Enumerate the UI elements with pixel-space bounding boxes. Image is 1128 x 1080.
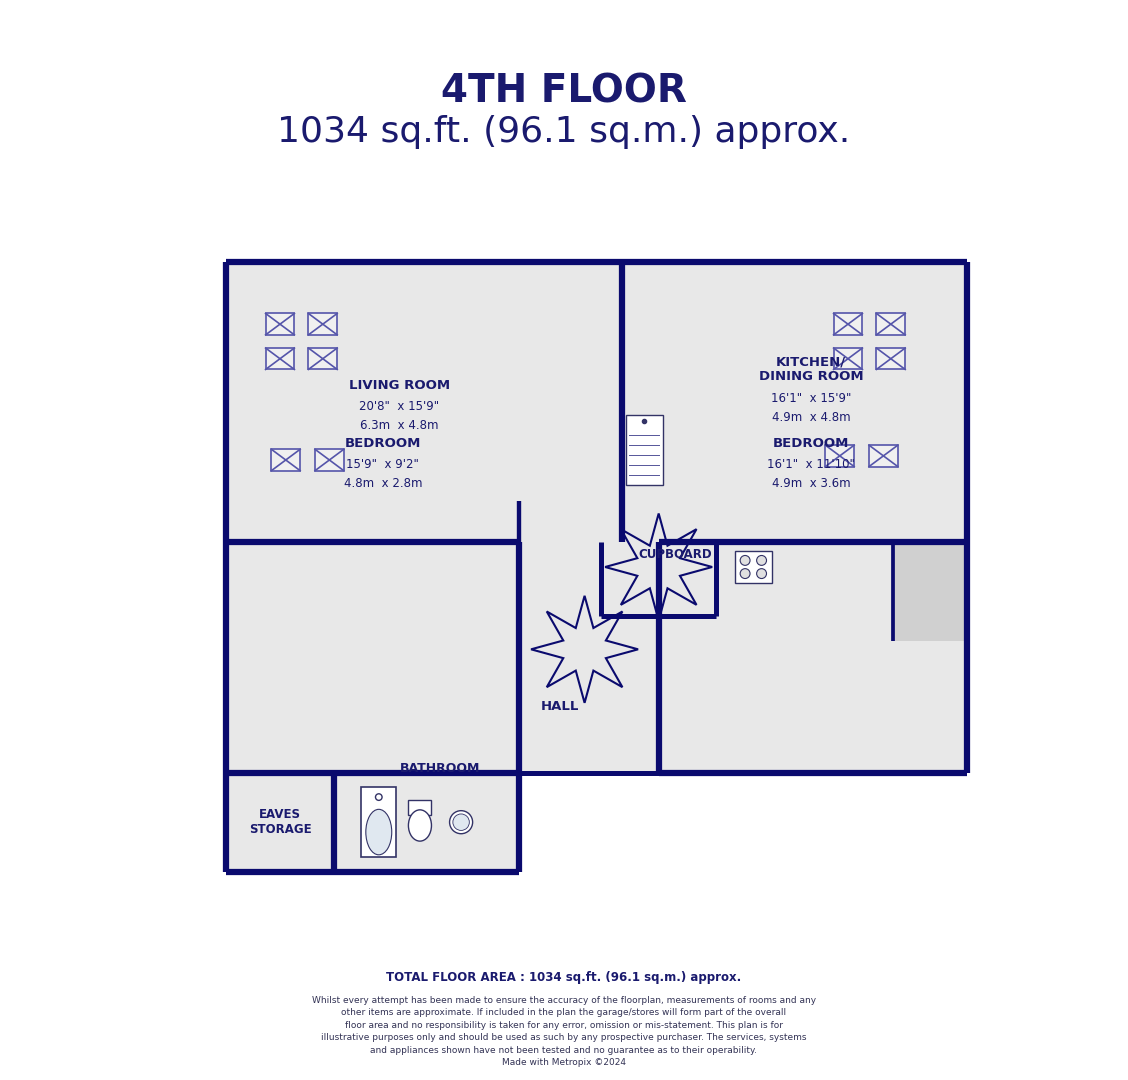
Polygon shape: [605, 513, 712, 621]
Text: BEDROOM: BEDROOM: [345, 437, 421, 450]
Bar: [315, 449, 344, 471]
Bar: [408, 800, 432, 814]
Text: 6.3m  x 4.8m: 6.3m x 4.8m: [360, 419, 439, 432]
Bar: [826, 445, 854, 467]
Bar: [361, 787, 396, 858]
Text: KITCHEN/
DINING ROOM: KITCHEN/ DINING ROOM: [759, 355, 863, 383]
Text: 20'8"  x 15'9": 20'8" x 15'9": [360, 400, 440, 413]
Text: CUPBOARD: CUPBOARD: [638, 549, 712, 562]
Bar: [734, 552, 772, 582]
Text: LIVING ROOM: LIVING ROOM: [349, 379, 450, 392]
Text: EAVES
STORAGE: EAVES STORAGE: [248, 808, 311, 836]
Bar: [265, 348, 294, 369]
Ellipse shape: [365, 809, 391, 854]
Bar: [308, 313, 337, 335]
Text: TOTAL FLOOR AREA : 1034 sq.ft. (96.1 sq.m.) approx.: TOTAL FLOOR AREA : 1034 sq.ft. (96.1 sq.…: [387, 971, 741, 984]
Text: BATHROOM: BATHROOM: [400, 762, 481, 775]
Bar: [876, 313, 905, 335]
Bar: [876, 348, 905, 369]
Bar: [626, 415, 663, 485]
Text: 4.8m  x 2.8m: 4.8m x 2.8m: [344, 476, 422, 489]
Circle shape: [376, 794, 382, 800]
Circle shape: [740, 555, 750, 565]
Bar: [834, 348, 863, 369]
Bar: [869, 445, 898, 467]
Ellipse shape: [450, 811, 473, 834]
Bar: [519, 542, 659, 773]
Circle shape: [757, 555, 767, 565]
Bar: [265, 313, 294, 335]
Bar: [659, 542, 968, 773]
Bar: [334, 773, 519, 872]
Bar: [308, 348, 337, 369]
Text: 4.9m  x 4.8m: 4.9m x 4.8m: [772, 410, 851, 423]
Bar: [227, 773, 334, 872]
Ellipse shape: [408, 810, 432, 841]
Text: Whilst every attempt has been made to ensure the accuracy of the floorplan, meas: Whilst every attempt has been made to en…: [312, 996, 816, 1067]
Bar: [622, 262, 968, 542]
Circle shape: [740, 569, 750, 579]
Text: 15'9"  x 9'2": 15'9" x 9'2": [346, 458, 420, 471]
Text: BEDROOM: BEDROOM: [773, 437, 849, 450]
Text: 4TH FLOOR: 4TH FLOOR: [441, 72, 687, 111]
Text: HALL: HALL: [540, 701, 579, 714]
Bar: [893, 542, 968, 642]
Text: 4.9m  x 3.6m: 4.9m x 3.6m: [772, 476, 851, 489]
Bar: [834, 313, 863, 335]
Bar: [227, 262, 622, 542]
Bar: [272, 449, 300, 471]
Ellipse shape: [452, 814, 469, 831]
Text: 16'1"  x 15'9": 16'1" x 15'9": [770, 392, 852, 405]
Text: 1034 sq.ft. (96.1 sq.m.) approx.: 1034 sq.ft. (96.1 sq.m.) approx.: [277, 114, 851, 149]
Polygon shape: [531, 596, 638, 703]
Circle shape: [757, 569, 767, 579]
Bar: [601, 542, 716, 617]
Bar: [227, 542, 519, 773]
Text: 16'1"  x 11'10": 16'1" x 11'10": [767, 458, 855, 471]
